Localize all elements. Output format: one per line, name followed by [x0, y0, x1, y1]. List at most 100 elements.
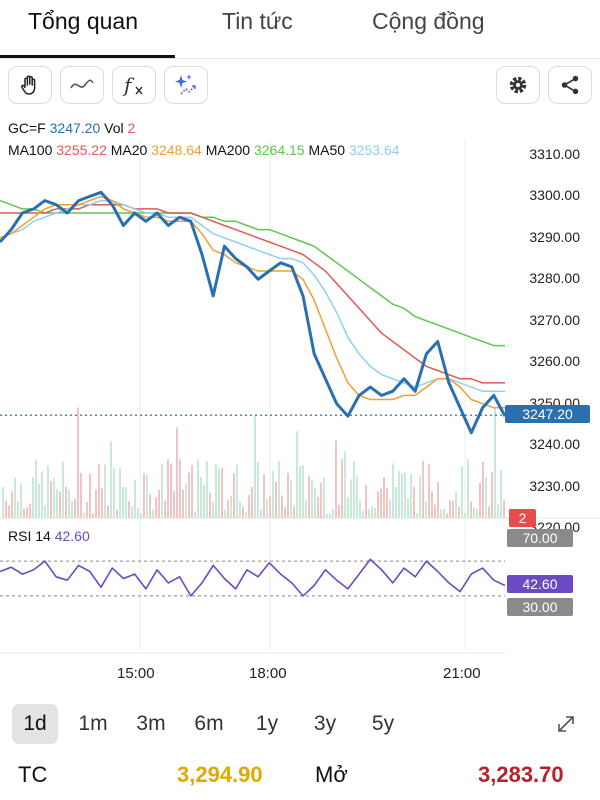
volume-bar	[353, 461, 355, 518]
volume-bar	[278, 461, 280, 518]
volume-bar	[137, 508, 139, 518]
ma20-value: 3248.64	[151, 142, 202, 158]
hand-icon	[21, 75, 36, 95]
volume-bar	[428, 464, 430, 518]
volume-tag: 2	[509, 509, 536, 527]
line-tool-button[interactable]	[60, 66, 104, 104]
indicator-button[interactable]: f	[112, 66, 156, 104]
volume-bar	[185, 483, 187, 518]
tc-label: TC	[18, 762, 48, 787]
volume-bar	[320, 482, 322, 518]
volume-bar	[173, 491, 175, 518]
rsi-value: 42.60	[54, 528, 90, 544]
volume-bar	[422, 460, 424, 518]
volume-bar	[332, 509, 334, 518]
range-1m-button[interactable]: 1m	[78, 712, 108, 735]
volume-bar	[140, 513, 142, 518]
volume-bar	[269, 496, 271, 518]
volume-bar	[485, 477, 487, 518]
rsi-line-series	[0, 558, 506, 597]
volume-bar	[248, 495, 250, 518]
volume-bar	[266, 498, 268, 518]
volume-bar	[488, 506, 490, 518]
share-icon	[561, 75, 579, 95]
volume-bar	[425, 501, 427, 518]
svg-text:f: f	[122, 73, 135, 97]
ma20-label: MA20	[110, 142, 148, 158]
volume-bar	[35, 459, 37, 518]
hand-tool-button[interactable]	[8, 66, 52, 104]
volume-bar	[41, 471, 43, 518]
tc-value: 3,294.90	[177, 762, 263, 787]
volume-bar	[377, 491, 379, 518]
volume-bar	[218, 468, 220, 518]
volume-bar	[476, 508, 478, 518]
volume-bar	[272, 470, 274, 518]
volume-bar	[191, 465, 193, 518]
volume-bar	[176, 427, 178, 518]
volume-bar	[149, 494, 151, 518]
volume-bar	[464, 513, 466, 518]
ma200-label: MA200	[205, 142, 251, 158]
volume-bar	[341, 459, 343, 518]
range-1y-button[interactable]: 1y	[255, 712, 279, 735]
volume-bar	[95, 489, 97, 518]
volume-bar	[2, 487, 4, 518]
volume-bar	[209, 492, 211, 518]
volume-bar	[20, 483, 22, 518]
volume-bar	[215, 464, 217, 518]
price-chart[interactable]	[0, 110, 600, 690]
range-3y-button[interactable]: 3y	[313, 712, 337, 735]
range-5y-button[interactable]: 5y	[371, 712, 395, 735]
volume-bar	[236, 464, 238, 518]
volume-bar	[5, 500, 7, 518]
volume-bar	[107, 505, 109, 518]
volume-bar	[65, 486, 67, 518]
volume-bar	[110, 441, 112, 518]
volume-bar	[194, 511, 196, 518]
volume-bar	[59, 491, 61, 518]
volume-bar	[242, 507, 244, 518]
volume-bar	[395, 486, 397, 518]
volume-bar	[50, 480, 52, 518]
tab-news[interactable]: Tin tức	[222, 8, 293, 34]
ma50-label: MA50	[308, 142, 346, 158]
volume-bar	[158, 489, 160, 518]
time-label: 15:00	[117, 665, 155, 682]
volume-bar	[431, 491, 433, 518]
tab-overview[interactable]: Tổng quan	[28, 8, 138, 34]
chart-area[interactable]: GC=F 3247.20 Vol 2 MA100 3255.22 MA20 32…	[0, 110, 600, 690]
volume-bar	[188, 472, 190, 518]
volume-bar	[410, 474, 412, 518]
volume-bar	[68, 489, 70, 518]
volume-bar	[224, 509, 226, 518]
range-6m-button[interactable]: 6m	[194, 712, 224, 735]
range-1d-button[interactable]: 1d	[12, 704, 58, 744]
volume-bar	[386, 488, 388, 518]
ai-analysis-button[interactable]	[164, 66, 208, 104]
rsi-lower-tag: 30.00	[507, 598, 573, 616]
volume-bar	[125, 487, 127, 518]
function-icon: f	[122, 73, 143, 97]
volume-bar	[206, 461, 208, 518]
volume-bar	[290, 480, 292, 518]
share-button[interactable]	[548, 66, 592, 104]
volume-bar	[26, 507, 28, 518]
volume-bar	[128, 501, 130, 518]
volume-bar	[434, 504, 436, 518]
volume-bar	[92, 513, 94, 518]
volume-bar	[416, 513, 418, 518]
volume-bar	[500, 470, 502, 518]
expand-button[interactable]	[546, 704, 586, 744]
volume-bar	[104, 464, 106, 518]
tab-community[interactable]: Cộng đồng	[372, 8, 485, 34]
volume-bar	[197, 459, 199, 518]
range-3m-button[interactable]: 3m	[136, 712, 166, 735]
volume-bar	[347, 496, 349, 518]
settings-button[interactable]	[496, 66, 540, 104]
volume-bar	[284, 507, 286, 518]
volume-bar	[71, 500, 73, 518]
volume-bar	[38, 483, 40, 518]
rsi-upper-tag: 70.00	[507, 529, 573, 547]
volume-bar	[200, 476, 202, 518]
